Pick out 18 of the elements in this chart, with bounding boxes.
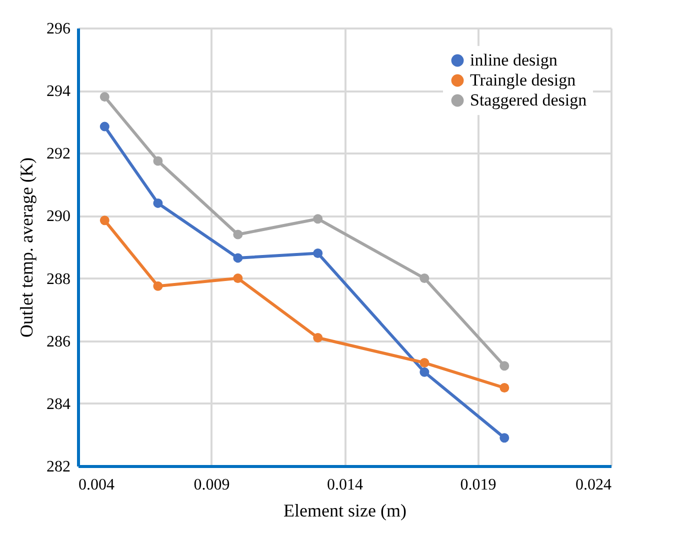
x-tick-label: 0.004: [78, 476, 114, 494]
x-tick-label: 0.024: [576, 476, 612, 494]
y-tick-label: 284: [46, 396, 70, 413]
y-tick-label: 288: [46, 270, 70, 288]
x-tick-label: 0.014: [327, 476, 363, 494]
y-tick-label: 296: [46, 20, 70, 38]
y-tick-label: 294: [46, 83, 70, 100]
legend-label: Traingle design: [470, 70, 576, 90]
y-tick-label: 290: [46, 208, 70, 226]
y-axis-title: Outlet temp. average (K): [16, 158, 36, 338]
y-tick-label: 282: [46, 458, 70, 476]
y-tick-label: 286: [46, 333, 70, 350]
legend-label: Staggered design: [470, 90, 588, 110]
y-tick-label: 292: [46, 146, 70, 163]
legend-label: inline design: [470, 50, 558, 70]
x-tick-label: 0.019: [460, 476, 496, 494]
x-axis-title: Element size (m): [284, 500, 406, 520]
x-tick-label: 0.009: [194, 476, 230, 494]
